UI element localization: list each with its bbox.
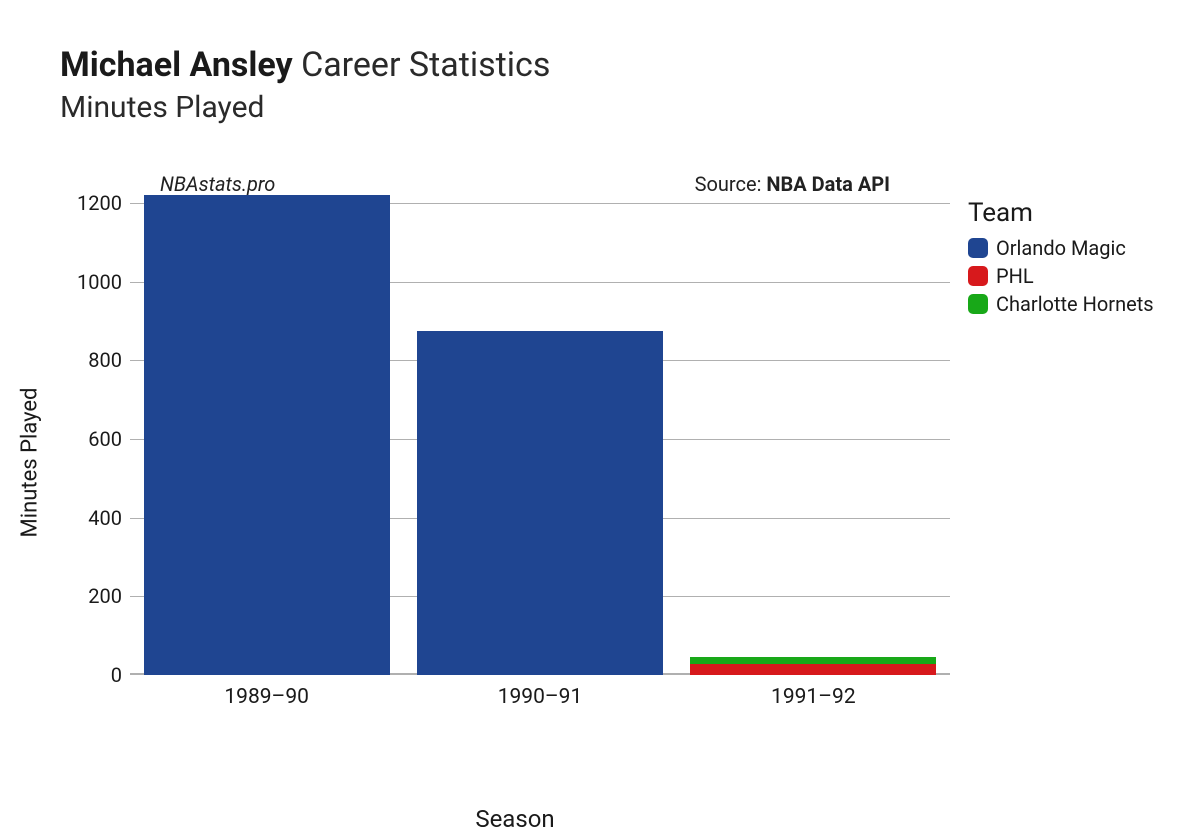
plot-area: 0200400600800100012001989–901990–911991–… xyxy=(130,195,950,675)
y-tick-label: 400 xyxy=(88,506,122,530)
plot-wrapper: Minutes Played 0200400600800100012001989… xyxy=(60,195,970,755)
annotation-row: NBAstats.pro Source: NBA Data API xyxy=(120,172,1160,196)
legend: Team Orlando Magic PHL Charlotte Hornets xyxy=(968,198,1154,320)
bar-segment xyxy=(690,657,936,664)
source-prefix: Source: xyxy=(695,172,767,196)
x-tick-label: 1991–92 xyxy=(771,685,856,709)
source-credit: Source: NBA Data API xyxy=(695,172,890,196)
bar-segment xyxy=(417,331,663,675)
legend-label: Charlotte Hornets xyxy=(996,292,1154,316)
y-tick-label: 800 xyxy=(88,348,122,372)
y-tick-label: 200 xyxy=(88,584,122,608)
legend-swatch xyxy=(968,266,988,286)
legend-title: Team xyxy=(968,198,1154,228)
y-tick-label: 0 xyxy=(111,663,122,687)
chart-subtitle: Minutes Played xyxy=(60,90,1160,125)
legend-item: Orlando Magic xyxy=(968,236,1154,260)
legend-swatch xyxy=(968,238,988,258)
y-tick-label: 600 xyxy=(88,427,122,451)
legend-swatch xyxy=(968,294,988,314)
y-tick-label: 1200 xyxy=(77,191,122,215)
source-name: NBA Data API xyxy=(766,172,890,196)
x-axis-label: Season xyxy=(475,805,554,833)
y-axis-label: Minutes Played xyxy=(18,388,43,538)
chart-container: Michael Ansley Career Statistics Minutes… xyxy=(0,0,1200,800)
x-tick-label: 1989–90 xyxy=(224,685,309,709)
legend-label: PHL xyxy=(996,264,1034,288)
site-credit: NBAstats.pro xyxy=(160,172,275,196)
y-tick-label: 1000 xyxy=(77,270,122,294)
legend-item: Charlotte Hornets xyxy=(968,292,1154,316)
legend-item: PHL xyxy=(968,264,1154,288)
title-player: Michael Ansley xyxy=(60,45,293,85)
legend-label: Orlando Magic xyxy=(996,236,1126,260)
chart-title: Michael Ansley Career Statistics xyxy=(60,45,1160,86)
title-rest: Career Statistics xyxy=(301,45,550,85)
x-tick-label: 1990–91 xyxy=(498,685,583,709)
bar-segment xyxy=(690,664,936,675)
bar-segment xyxy=(144,195,390,675)
